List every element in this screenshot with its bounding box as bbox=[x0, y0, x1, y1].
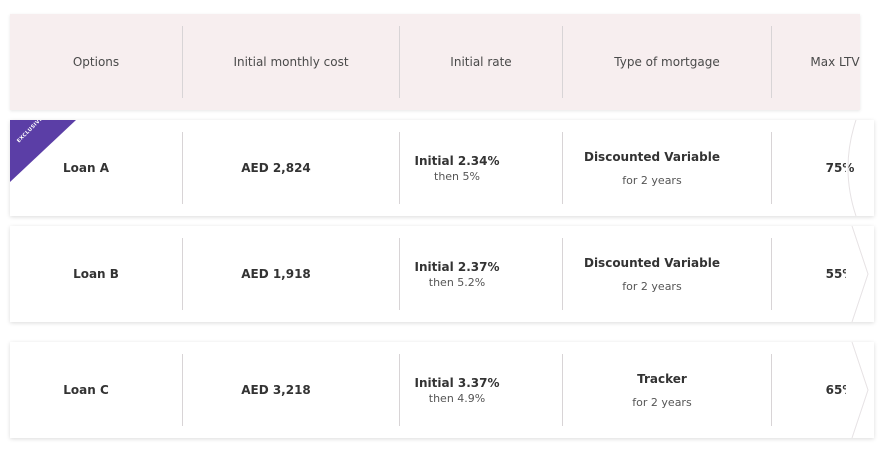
row-divider bbox=[182, 238, 183, 310]
header-initial-monthly-cost: Initial monthly cost bbox=[233, 55, 349, 69]
row-divider bbox=[182, 354, 183, 426]
row-divider bbox=[399, 354, 400, 426]
loan-name: Loan A bbox=[63, 161, 109, 175]
follow-on-rate: then 4.9% bbox=[428, 391, 486, 405]
row-divider bbox=[399, 132, 400, 204]
loan-name: Loan C bbox=[63, 383, 109, 397]
table-row-loan-a[interactable]: EXCLUSIVE Loan A AED 2,824 Initial 2.34%… bbox=[10, 120, 874, 216]
table-header: Options Initial monthly cost Initial rat… bbox=[10, 14, 860, 110]
mortgage-type: Discounted Variable bbox=[583, 255, 720, 270]
header-divider bbox=[771, 26, 772, 98]
row-divider bbox=[562, 354, 563, 426]
row-divider bbox=[771, 354, 772, 426]
table-row-loan-c[interactable]: Loan C AED 3,218 Initial 3.37% then 4.9%… bbox=[10, 342, 874, 438]
table-row-loan-b[interactable]: Loan B AED 1,918 Initial 2.37% then 5.2%… bbox=[10, 226, 874, 322]
row-chevron-edge bbox=[846, 226, 869, 322]
follow-on-rate: then 5% bbox=[434, 169, 480, 183]
row-divider bbox=[562, 132, 563, 204]
monthly-cost: AED 2,824 bbox=[241, 161, 311, 175]
exclusive-badge: EXCLUSIVE bbox=[10, 120, 76, 182]
mortgage-term: for 2 years bbox=[622, 279, 682, 293]
row-divider bbox=[399, 238, 400, 310]
row-divider bbox=[771, 238, 772, 310]
monthly-cost: AED 1,918 bbox=[241, 267, 311, 281]
header-divider bbox=[182, 26, 183, 98]
initial-rate: Initial 2.37% bbox=[414, 259, 500, 274]
header-initial-rate: Initial rate bbox=[450, 55, 512, 69]
mortgage-type: Discounted Variable bbox=[583, 149, 720, 164]
header-divider bbox=[562, 26, 563, 98]
row-divider bbox=[771, 132, 772, 204]
mortgage-term: for 2 years bbox=[622, 173, 682, 187]
monthly-cost: AED 3,218 bbox=[241, 383, 311, 397]
row-chevron-edge bbox=[846, 342, 869, 438]
follow-on-rate: then 5.2% bbox=[428, 275, 486, 289]
loan-name: Loan B bbox=[73, 267, 119, 281]
row-divider bbox=[182, 132, 183, 204]
header-options: Options bbox=[72, 55, 120, 69]
header-type-of-mortgage: Type of mortgage bbox=[614, 55, 720, 69]
mortgage-term: for 2 years bbox=[632, 395, 692, 409]
header-max-ltv: Max LTV bbox=[810, 55, 860, 69]
row-divider bbox=[562, 238, 563, 310]
initial-rate: Initial 2.34% bbox=[414, 153, 500, 168]
mortgage-type: Tracker bbox=[637, 371, 687, 386]
header-divider bbox=[399, 26, 400, 98]
initial-rate: Initial 3.37% bbox=[414, 375, 500, 390]
row-chevron-edge bbox=[846, 120, 857, 216]
